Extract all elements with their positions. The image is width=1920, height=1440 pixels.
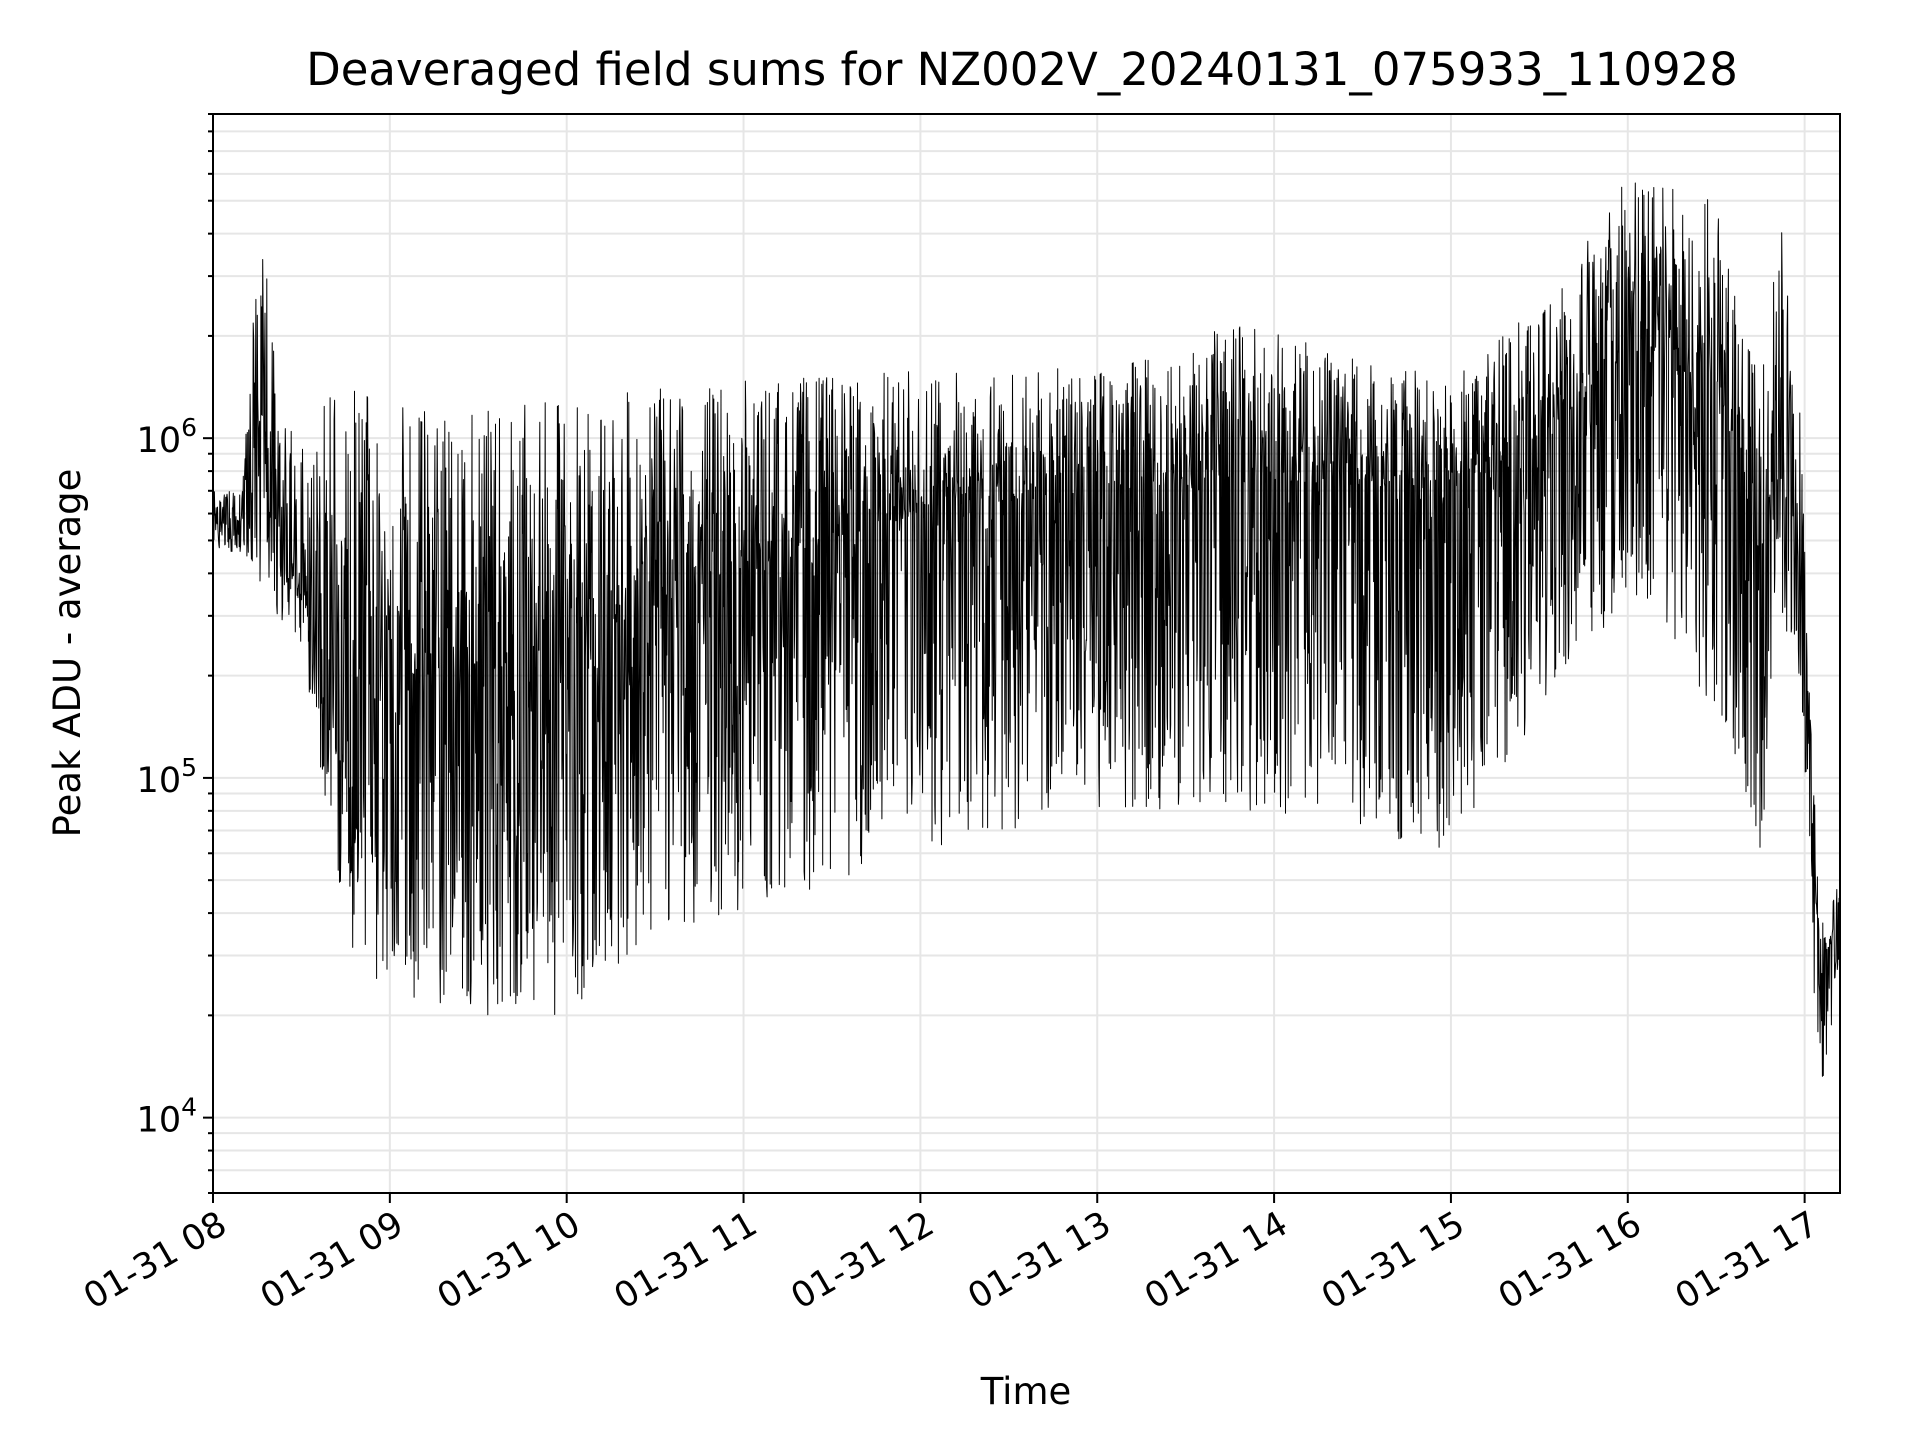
series-line [213,182,1840,1077]
y-tick-label: 106 [137,413,197,461]
chart-title: Deaveraged field sums for NZ002V_2024013… [306,43,1738,96]
y-axis-label: Peak ADU - average [46,469,89,838]
y-tick-label: 104 [137,1093,197,1141]
x-axis-label: Time [980,1370,1072,1413]
plot-frame [212,113,1841,1194]
y-axis: 104 105 106 [137,113,213,1194]
series-group [213,182,1840,1077]
y-tick-label: 105 [137,753,197,801]
